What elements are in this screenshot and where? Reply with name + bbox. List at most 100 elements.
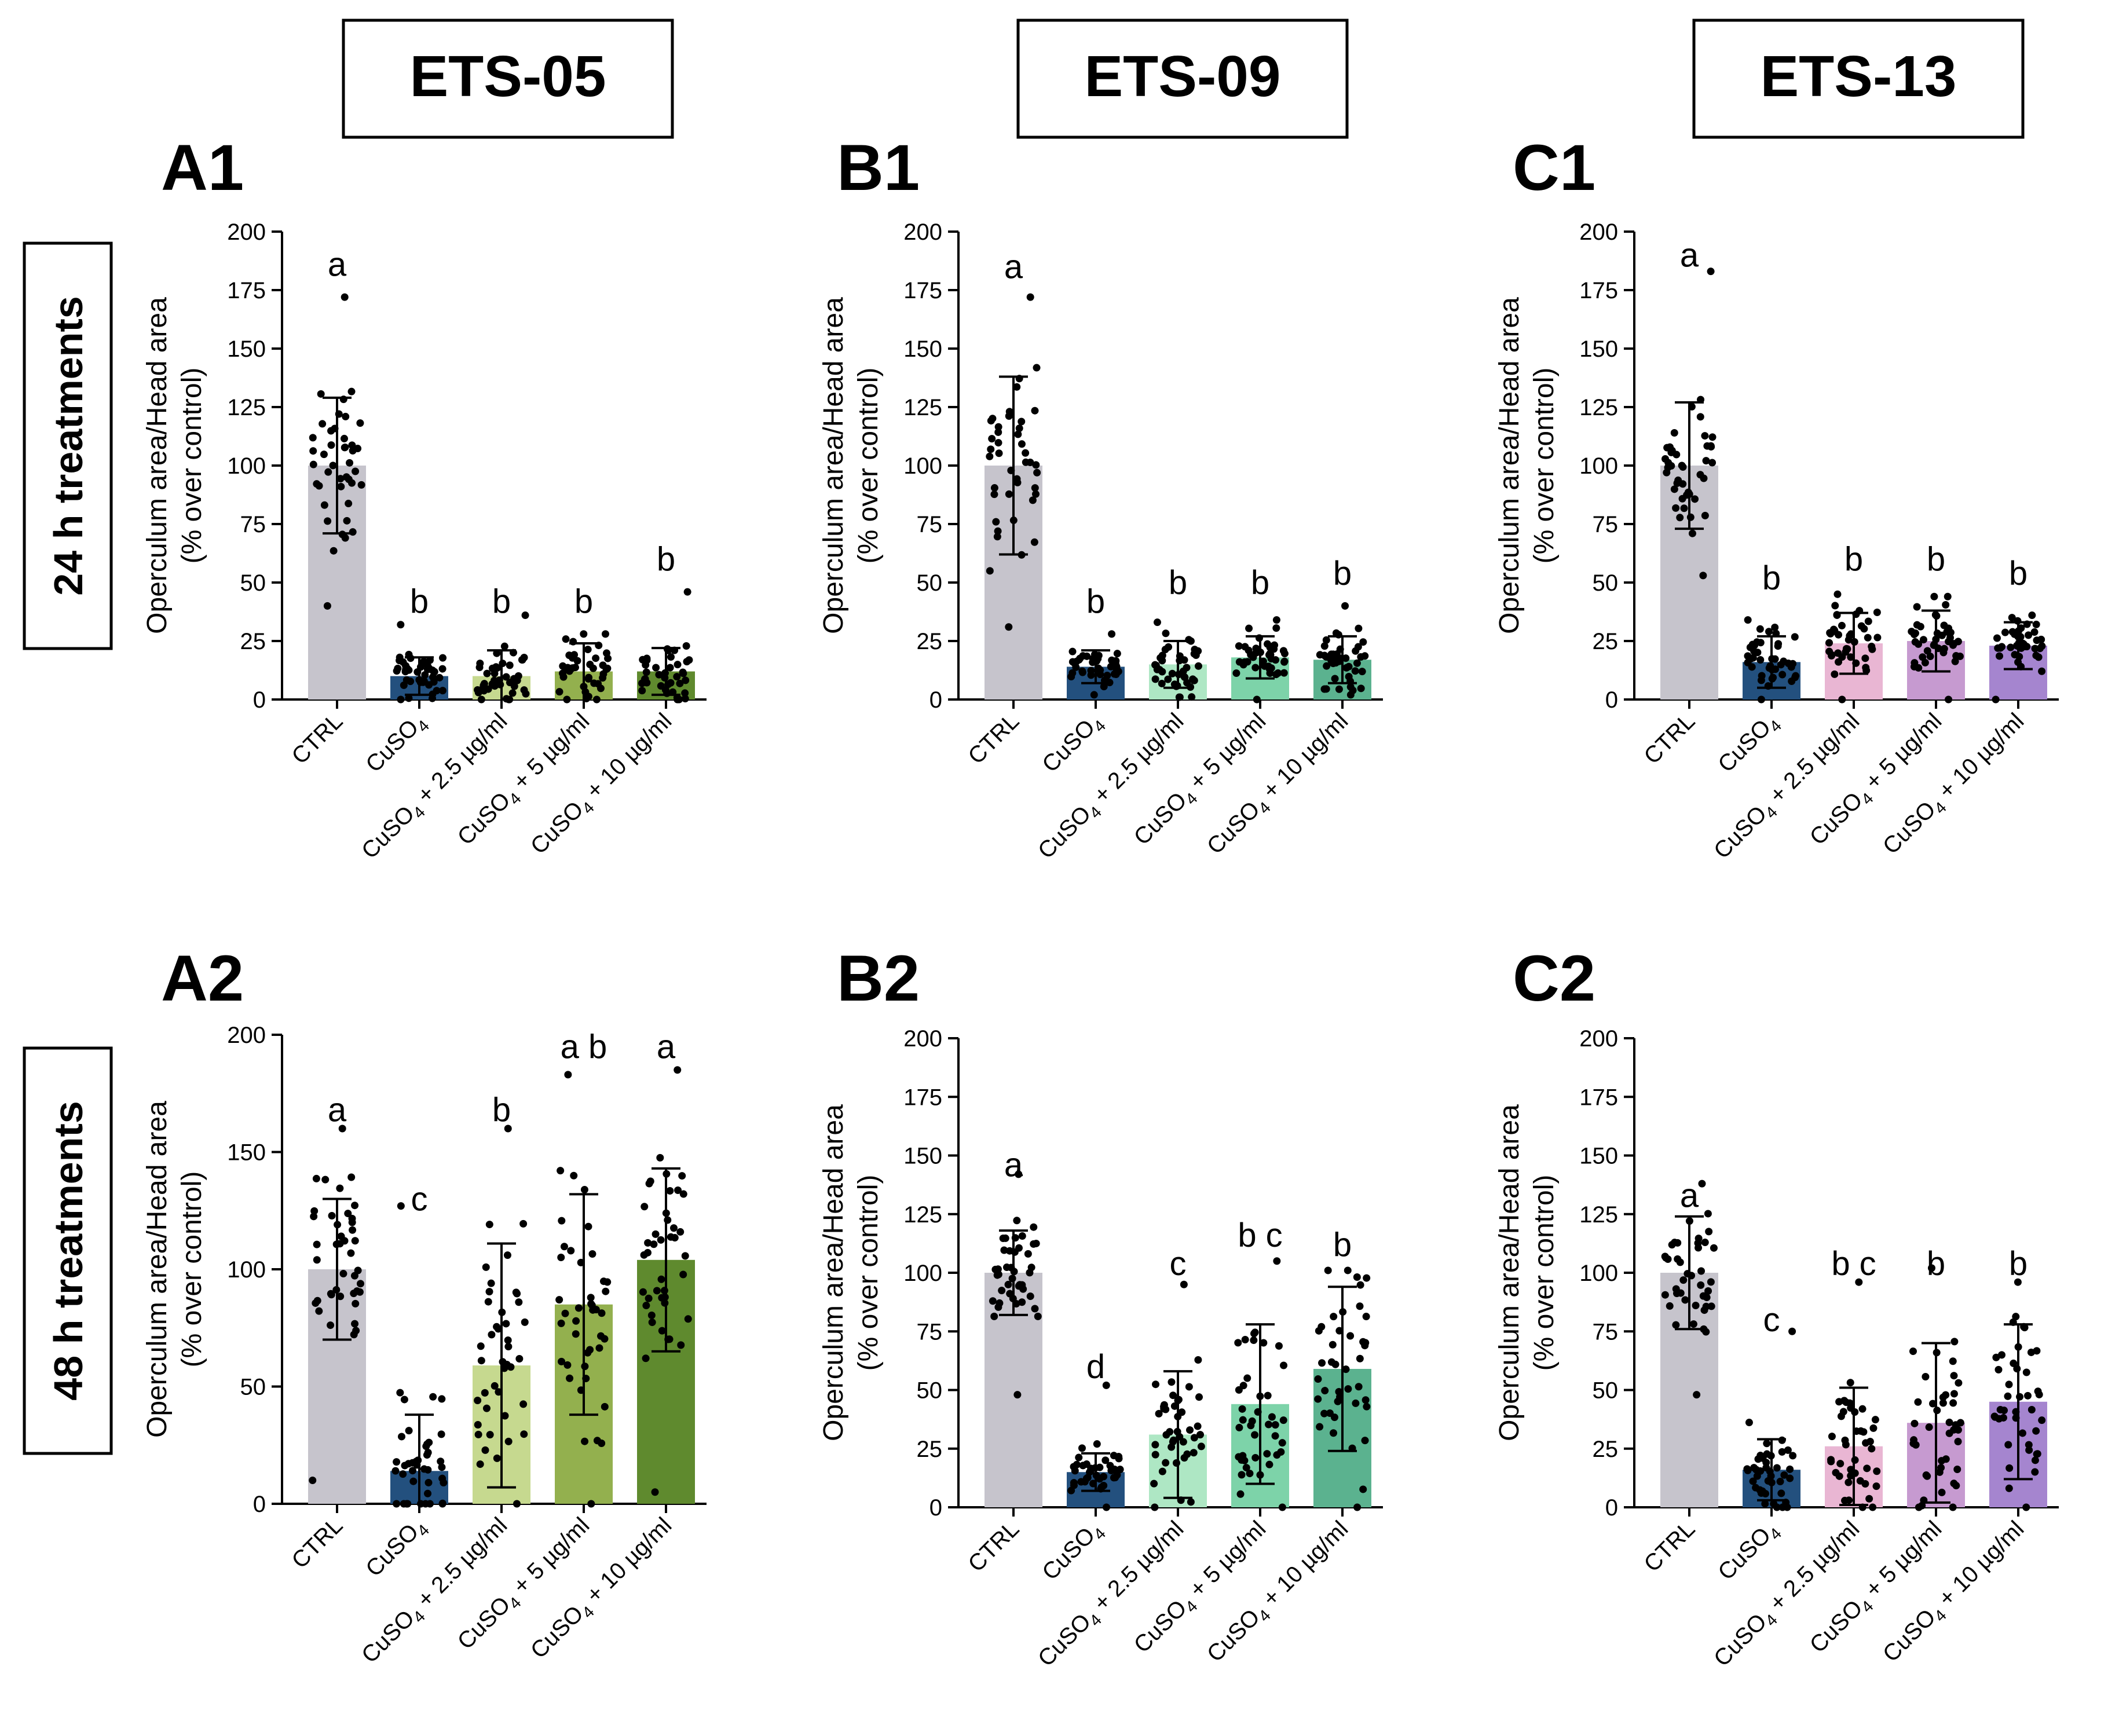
data-point	[477, 695, 485, 704]
data-point	[1358, 668, 1366, 676]
data-point	[484, 1298, 492, 1306]
data-point	[1693, 1391, 1701, 1399]
data-point	[400, 1396, 408, 1404]
data-point	[1103, 1503, 1111, 1511]
data-point	[1927, 1264, 1935, 1272]
data-point	[482, 1404, 491, 1412]
data-point	[1679, 463, 1687, 471]
data-point	[682, 642, 690, 650]
data-point	[2038, 667, 2046, 675]
data-point	[1265, 1460, 1273, 1468]
data-point	[1851, 1456, 1859, 1464]
data-point	[1353, 1503, 1362, 1511]
data-point	[1915, 640, 1923, 648]
data-point	[324, 517, 332, 525]
data-point	[658, 1294, 666, 1302]
data-point	[521, 1318, 529, 1326]
data-point	[1158, 668, 1166, 676]
data-point	[1919, 653, 1927, 661]
x-category-label: CuSO4 + 2.5 µg/ml	[1709, 708, 1867, 866]
data-point	[504, 1125, 512, 1133]
data-point	[319, 420, 327, 428]
data-point	[1363, 1402, 1371, 1411]
data-point	[1273, 1451, 1281, 1459]
data-point	[1158, 651, 1166, 660]
data-point	[1260, 1339, 1268, 1347]
y-tick-label: 175	[903, 278, 942, 303]
data-point	[1264, 640, 1272, 648]
data-point	[399, 1470, 407, 1478]
data-point	[1169, 1436, 1177, 1444]
data-point	[2000, 1407, 2008, 1415]
data-point	[1939, 649, 1948, 657]
data-point	[1858, 1405, 1867, 1413]
data-point	[1330, 1313, 1338, 1321]
data-point	[394, 664, 402, 672]
data-point	[344, 1210, 352, 1218]
data-point	[1756, 656, 1765, 664]
data-point	[1689, 1320, 1697, 1328]
data-point	[584, 1222, 592, 1230]
data-point	[1357, 653, 1365, 661]
data-point	[1079, 1462, 1087, 1470]
data-point	[1001, 1234, 1009, 1242]
y-tick-label: 25	[1593, 1437, 1619, 1462]
y-tick-label: 125	[1579, 395, 1618, 420]
data-point	[652, 664, 660, 672]
x-category-label: CuSO4 + 10 µg/ml	[1878, 708, 2032, 862]
data-point	[1954, 1437, 1962, 1445]
data-point	[491, 1382, 499, 1390]
data-point	[1320, 1409, 1329, 1418]
data-point	[640, 1251, 648, 1259]
data-point	[1072, 663, 1080, 671]
y-axis-title-line2: (% over control)	[853, 368, 884, 564]
data-point	[349, 1226, 357, 1234]
significance-letter: b	[1333, 555, 1352, 592]
significance-letter: a	[1004, 1147, 1023, 1184]
y-tick-label: 0	[929, 1495, 942, 1521]
data-point	[1699, 572, 1707, 580]
data-point	[324, 468, 332, 476]
significance-letter: b	[410, 583, 429, 620]
data-point	[1195, 1393, 1203, 1401]
chart-B1: 0 25 50 75 100 125 150 175 200 Operculum area/Hea…	[818, 219, 1383, 864]
data-point	[1946, 633, 1954, 642]
data-point	[589, 664, 597, 672]
significance-letter: c	[1763, 1301, 1780, 1339]
data-point	[1241, 1335, 1249, 1343]
data-point	[1661, 1252, 1669, 1261]
data-point	[1873, 633, 1882, 642]
data-point	[2023, 1391, 2032, 1400]
data-point	[1860, 625, 1868, 633]
data-point	[351, 1202, 359, 1210]
significance-letter: c	[411, 1181, 428, 1218]
y-tick-label: 100	[227, 1257, 266, 1283]
data-point	[519, 1400, 528, 1408]
significance-letter: b	[1333, 1226, 1352, 1263]
chart-C1: 0 25 50 75 100 125 150 175 200 Operculum area/Hea…	[1494, 219, 2059, 866]
data-point	[1190, 676, 1198, 684]
data-point	[2011, 651, 2019, 659]
data-point	[1327, 1358, 1335, 1366]
data-point	[309, 1477, 317, 1484]
data-point	[315, 482, 323, 490]
x-category-label: CuSO4	[1713, 708, 1785, 780]
data-point	[1357, 684, 1365, 693]
y-axis-title-line2: (% over control)	[177, 368, 207, 564]
data-point	[1168, 669, 1176, 677]
data-point	[1280, 657, 1289, 665]
data-point	[313, 1240, 321, 1248]
data-point	[349, 446, 357, 455]
data-point	[405, 694, 413, 702]
data-point	[1151, 1441, 1159, 1449]
data-point	[1031, 1305, 1039, 1313]
data-point	[1026, 1269, 1034, 1277]
data-point	[601, 630, 609, 638]
data-point	[676, 679, 684, 687]
data-point	[667, 1233, 675, 1241]
data-point	[1702, 457, 1710, 465]
data-point	[1757, 676, 1765, 684]
data-point	[1152, 661, 1160, 669]
data-point	[1089, 658, 1097, 666]
